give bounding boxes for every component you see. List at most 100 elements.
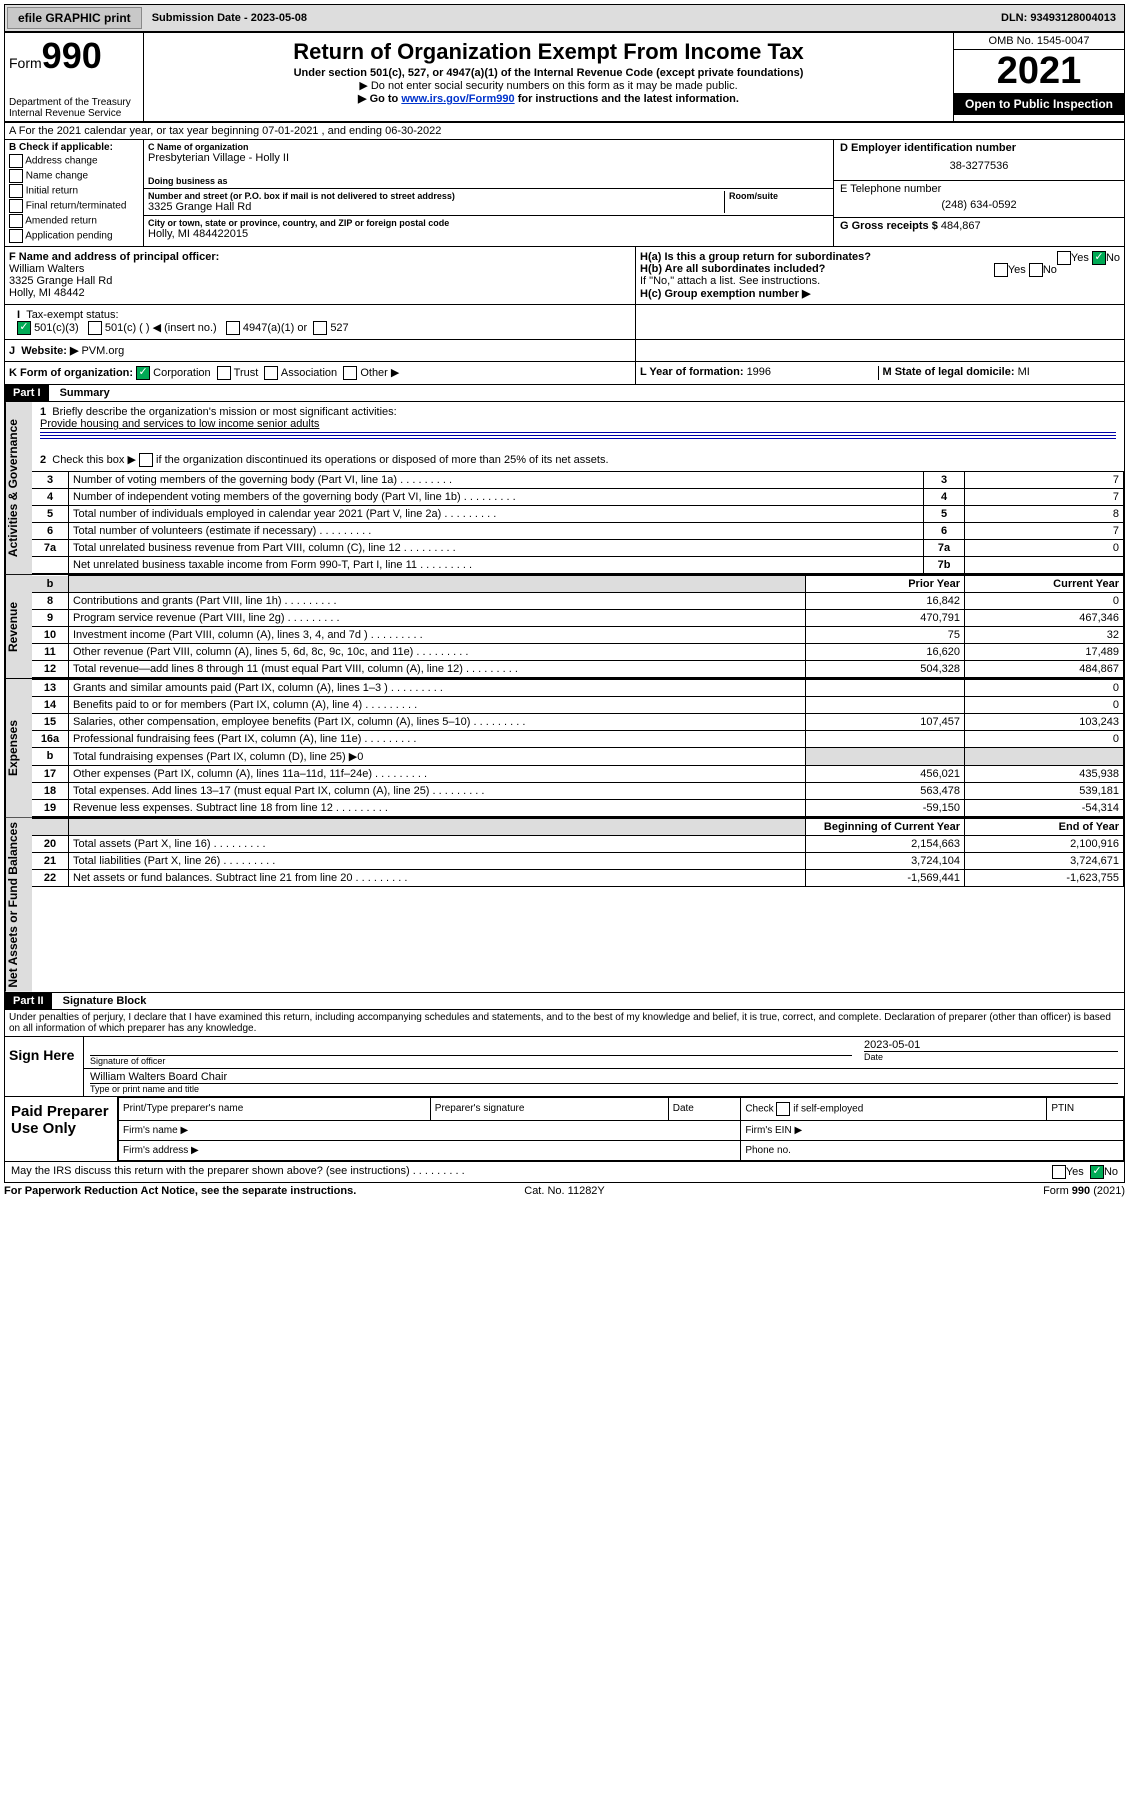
goto-prefix: ▶ Go to: [358, 93, 401, 105]
line-desc: Total liabilities (Part X, line 26): [69, 853, 806, 870]
lbl-other: Other ▶: [360, 367, 399, 379]
form990-link[interactable]: www.irs.gov/Form990: [401, 93, 514, 105]
chk-other[interactable]: [343, 366, 357, 380]
row-j: J Website: ▶ PVM.org: [4, 340, 1125, 362]
lbl-initial-return: Initial return: [26, 186, 78, 197]
room-label: Room/suite: [729, 191, 829, 201]
prior-value: 470,791: [806, 610, 965, 627]
lbl-amended: Amended return: [25, 216, 97, 227]
line-num: 5: [32, 506, 69, 523]
line-desc: Other revenue (Part VIII, column (A), li…: [69, 644, 806, 661]
governance-table: 3 Number of voting members of the govern…: [32, 471, 1124, 574]
line-num: 21: [32, 853, 69, 870]
open-inspection: Open to Public Inspection: [954, 93, 1124, 115]
line-value: 0: [965, 540, 1124, 557]
line-box: 3: [924, 472, 965, 489]
row-i: I Tax-exempt status: 501(c)(3) 501(c) ( …: [4, 305, 1125, 340]
begin-value: 3,724,104: [806, 853, 965, 870]
chk-amended[interactable]: [9, 214, 23, 228]
begin-year-header: Beginning of Current Year: [806, 819, 965, 836]
sig-name-label: Type or print name and title: [90, 1083, 1118, 1094]
chk-501c3[interactable]: [17, 321, 31, 335]
prior-value: 563,478: [806, 783, 965, 800]
current-year-header: Current Year: [965, 576, 1124, 593]
line-num: 17: [32, 766, 69, 783]
chk-initial-return[interactable]: [9, 184, 23, 198]
line-num: 22: [32, 870, 69, 887]
hdr-blank2: [69, 576, 806, 593]
preparer-block: Paid Preparer Use Only Print/Type prepar…: [4, 1097, 1125, 1162]
current-value: 0: [965, 697, 1124, 714]
paperwork-notice: For Paperwork Reduction Act Notice, see …: [4, 1185, 378, 1197]
line-desc: Salaries, other compensation, employee b…: [69, 714, 806, 731]
chk-address-change[interactable]: [9, 154, 23, 168]
revenue-table: b Prior Year Current Year8 Contributions…: [32, 575, 1124, 678]
line-num: 11: [32, 644, 69, 661]
prior-year-header: Prior Year: [806, 576, 965, 593]
line-box: 6: [924, 523, 965, 540]
prior-value: [806, 731, 965, 748]
row-k-lm: K Form of organization: Corporation Trus…: [4, 362, 1125, 385]
discuss-yes-label: Yes: [1066, 1166, 1084, 1178]
chk-corp[interactable]: [136, 366, 150, 380]
chk-assoc[interactable]: [264, 366, 278, 380]
form-word: Form: [9, 55, 42, 71]
chk-4947[interactable]: [226, 321, 240, 335]
current-value: 103,243: [965, 714, 1124, 731]
line-num: 7a: [32, 540, 69, 557]
part1-title: Summary: [52, 385, 118, 401]
ha-label: H(a) Is this a group return for subordin…: [640, 251, 871, 263]
signature-block: Sign Here Signature of officer 2023-05-0…: [4, 1037, 1125, 1097]
line-num: 12: [32, 661, 69, 678]
line-num: 20: [32, 836, 69, 853]
line-num: 4: [32, 489, 69, 506]
chk-trust[interactable]: [217, 366, 231, 380]
chk-final-return[interactable]: [9, 199, 23, 213]
city-label: City or town, state or province, country…: [148, 218, 829, 228]
netassets-table: Beginning of Current Year End of Year20 …: [32, 818, 1124, 887]
line-num: 14: [32, 697, 69, 714]
chk-discontinued[interactable]: [139, 453, 153, 467]
line-desc: Other expenses (Part IX, column (A), lin…: [69, 766, 806, 783]
hdr-blank: b: [32, 576, 69, 593]
chk-app-pending[interactable]: [9, 229, 23, 243]
website-label: Website: ▶: [21, 345, 78, 357]
officer-label: F Name and address of principal officer:: [9, 251, 219, 263]
state-domicile: MI: [1018, 366, 1030, 378]
line-desc: Program service revenue (Part VIII, line…: [69, 610, 806, 627]
hc-label: H(c) Group exemption number ▶: [640, 288, 810, 300]
line-num: 10: [32, 627, 69, 644]
current-value: 539,181: [965, 783, 1124, 800]
firm-phone-label: Phone no.: [741, 1140, 1124, 1160]
officer-addr1: 3325 Grange Hall Rd: [9, 275, 112, 287]
ein-label: D Employer identification number: [840, 142, 1016, 154]
ptin-label: PTIN: [1047, 1097, 1124, 1120]
l2-label: Check this box ▶ if the organization dis…: [52, 454, 608, 466]
efile-print-button[interactable]: efile GRAPHIC print: [7, 7, 142, 29]
form-version: Form 990 (2021): [751, 1185, 1125, 1197]
current-value: 32: [965, 627, 1124, 644]
current-value: 0: [965, 680, 1124, 697]
line-desc: Total assets (Part X, line 16): [69, 836, 806, 853]
chk-501c[interactable]: [88, 321, 102, 335]
chk-name-change[interactable]: [9, 169, 23, 183]
discuss-yes[interactable]: [1052, 1165, 1066, 1179]
line-num: [32, 557, 69, 574]
line-desc: Professional fundraising fees (Part IX, …: [69, 731, 806, 748]
officer-name: William Walters: [9, 263, 84, 275]
line-desc: Net unrelated business taxable income fr…: [69, 557, 924, 574]
ha-yes[interactable]: [1057, 251, 1071, 265]
hb-yes[interactable]: [994, 263, 1008, 277]
line-num: 19: [32, 800, 69, 817]
row-f-h: F Name and address of principal officer:…: [4, 247, 1125, 305]
discuss-no[interactable]: [1090, 1165, 1104, 1179]
chk-527[interactable]: [313, 321, 327, 335]
street-address: 3325 Grange Hall Rd: [148, 201, 724, 213]
ha-no[interactable]: [1092, 251, 1106, 265]
dln: DLN: 93493128004013: [993, 9, 1124, 27]
line-num: b: [32, 748, 69, 766]
vtab-expenses: Expenses: [5, 679, 32, 817]
chk-self-employed[interactable]: [776, 1102, 790, 1116]
hb-no[interactable]: [1029, 263, 1043, 277]
line-box: 4: [924, 489, 965, 506]
